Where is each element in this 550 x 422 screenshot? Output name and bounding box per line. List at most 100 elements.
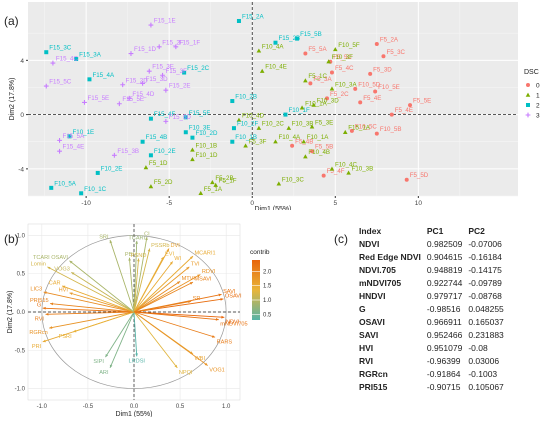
data-point — [148, 22, 154, 28]
vector-arrowhead — [42, 339, 46, 343]
point-label: F10_4B — [308, 149, 330, 156]
point-label: F10_2E — [154, 148, 176, 155]
vector-arrowhead — [220, 298, 224, 301]
vector-arrow — [133, 281, 181, 313]
vector-arrowhead — [189, 256, 193, 260]
vector-arrow — [50, 303, 135, 313]
point-label: F15_5B — [300, 31, 322, 38]
vector-arrowhead — [204, 362, 208, 366]
loadings-header-row: Index PC1 PC2 — [356, 224, 507, 237]
vector-arrow — [43, 291, 135, 313]
data-point — [148, 116, 153, 121]
vector-arrow — [128, 257, 135, 313]
y-tick-label: 4 — [20, 58, 24, 65]
point-label: F5_2D — [154, 179, 173, 186]
x-axis-label: Dim1 (55%) — [255, 206, 292, 210]
data-point — [116, 101, 122, 107]
point-label: F15_4C — [56, 56, 79, 63]
vector-arrow — [133, 258, 140, 313]
vector-arrow — [133, 298, 224, 313]
vector-arrow — [133, 311, 178, 369]
point-label: F10_1F — [288, 107, 310, 114]
point-label: F15_4E — [63, 144, 85, 151]
vector-label: PSRI — [59, 334, 73, 340]
data-point — [146, 68, 152, 74]
vector-label: RDVI — [202, 269, 216, 275]
data-point — [160, 72, 165, 78]
data-point — [182, 70, 187, 75]
legend-label: 2 — [536, 103, 540, 110]
pc1-cell: -0.98516 — [426, 303, 461, 314]
vector-label: PBI — [125, 252, 134, 258]
vector-arrow — [133, 256, 164, 313]
loadings-table: Index PC1 PC2 NDVI 0.982509 -0.07006 Red Ed… — [356, 224, 507, 393]
point-label: F15_2F — [162, 39, 184, 46]
point-label: F10_5E — [378, 84, 400, 91]
data-point — [128, 51, 134, 56]
point-label: F5_2B — [215, 175, 233, 182]
vector-tcari: TCARI — [128, 235, 146, 313]
vector-arrowhead — [188, 300, 192, 304]
point-label: F10_5F — [338, 42, 360, 49]
y-axis-label: Dim2 (17.8%) — [7, 291, 14, 334]
data-point — [111, 152, 117, 158]
data-point — [49, 185, 54, 190]
vector-arrow — [133, 274, 201, 313]
x-tick-label: -5 — [166, 200, 172, 207]
vector-arrowhead — [47, 266, 51, 270]
point-label: F15_2D — [126, 77, 149, 84]
data-point — [311, 102, 316, 107]
x-tick-label: 10 — [415, 200, 423, 207]
data-point — [231, 126, 236, 131]
data-point — [273, 139, 278, 144]
table-row: PRI515 -0.90715 0.105067 — [356, 380, 507, 393]
vector-arrow — [133, 311, 216, 338]
data-point — [374, 42, 379, 47]
point-label: F5_3A — [313, 76, 332, 83]
table-row: OSAVI 0.966911 0.165037 — [356, 315, 507, 328]
data-point — [183, 130, 188, 135]
point-label: F5_5A — [308, 46, 327, 53]
point-label: F15_3B — [117, 148, 139, 155]
data-point — [342, 129, 348, 134]
vector-arrowhead — [45, 312, 49, 316]
header-index: Index — [359, 225, 382, 236]
legend-key — [526, 83, 530, 87]
legend-key — [526, 103, 530, 107]
data-point — [173, 44, 179, 50]
vector-label: PSSRb — [151, 243, 169, 249]
data-point — [43, 83, 49, 89]
data-point — [303, 154, 308, 159]
data-point — [82, 99, 87, 105]
point-label: F10_4A — [262, 43, 285, 50]
pca-variables-chart: -1.0 -0.5 0.0 0.5 1.0 -1.0 -0.5 0.0 0.5 1.0 Dim1 (… — [7, 223, 272, 417]
data-point — [332, 47, 338, 52]
point-label: F15_2A — [242, 13, 265, 20]
legend-title: DSC — [524, 69, 539, 76]
vector-evi: EVI — [133, 251, 174, 313]
legend-label: 1 — [536, 93, 540, 100]
pc2-cell: -0.1003 — [468, 368, 498, 379]
vector-arrowhead — [128, 257, 132, 261]
point-label: F5_4C — [335, 65, 354, 72]
vector-label: mNDVI705 — [220, 322, 247, 328]
vector-label: MCARI1 — [194, 251, 215, 257]
x-tick-label: 0.0 — [130, 404, 139, 410]
point-label: F10_4D — [242, 113, 265, 120]
y-tick-label: 0.5 — [17, 272, 26, 278]
vector-arrow — [133, 266, 190, 313]
point-label: F15_4D — [132, 91, 155, 98]
vector-arrowhead — [145, 237, 148, 241]
vector-lomin: Lomin — [31, 261, 135, 313]
point-label: F15_5D — [169, 114, 192, 121]
vector-arrowhead — [105, 353, 109, 358]
pc2-cell: 0.105067 — [468, 381, 504, 392]
index-cell: HNDVI — [359, 290, 386, 301]
data-point — [273, 40, 278, 45]
data-point — [276, 181, 282, 186]
table-row: HNDVI 0.979717 -0.08768 — [356, 289, 507, 302]
data-point — [349, 128, 354, 133]
vector-arrow — [105, 311, 135, 358]
vector-arrow — [133, 311, 219, 321]
